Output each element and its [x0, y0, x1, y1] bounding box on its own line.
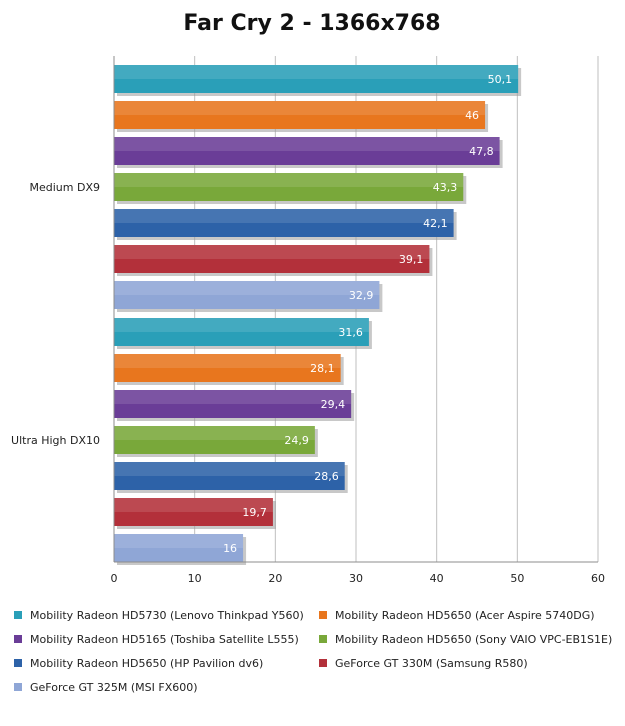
legend-item: GeForce GT 330M (Samsung R580) [319, 654, 528, 672]
bar [114, 426, 315, 454]
category-label: Ultra High DX10 [11, 434, 100, 447]
bar-highlight [114, 318, 369, 332]
legend-label: Mobility Radeon HD5650 (HP Pavilion dv6) [30, 656, 264, 670]
bar-highlight [114, 245, 430, 259]
data-label: 19,7 [242, 506, 267, 519]
legend-item: Mobility Radeon HD5650 (Sony VAIO VPC-EB… [319, 630, 612, 648]
legend-label: Mobility Radeon HD5650 (Acer Aspire 5740… [335, 608, 595, 622]
bar [114, 173, 464, 201]
bar [114, 101, 486, 129]
bar [114, 137, 500, 165]
x-tick-label: 50 [510, 572, 524, 585]
bar-highlight [114, 137, 500, 151]
bar [114, 65, 519, 93]
bar-highlight [114, 209, 454, 223]
legend-item: Mobility Radeon HD5650 (Acer Aspire 5740… [319, 606, 595, 624]
bar-highlight [114, 498, 273, 512]
legend-label: GeForce GT 330M (Samsung R580) [335, 656, 528, 670]
bar [114, 209, 454, 237]
bar [114, 354, 341, 382]
data-label: 42,1 [423, 217, 448, 230]
data-label: 50,1 [488, 73, 513, 86]
data-label: 24,9 [284, 434, 309, 447]
legend-swatch [14, 683, 22, 691]
data-label: 32,9 [349, 289, 374, 302]
legend-swatch [14, 659, 22, 667]
bar [114, 281, 380, 309]
category-label: Medium DX9 [30, 181, 101, 194]
bar [114, 245, 430, 273]
bar-highlight [114, 281, 380, 295]
legend-swatch [319, 659, 327, 667]
data-label: 29,4 [321, 398, 346, 411]
x-tick-label: 60 [591, 572, 605, 585]
bar [114, 462, 345, 490]
legend-label: Mobility Radeon HD5730 (Lenovo Thinkpad … [30, 608, 304, 622]
data-label: 46 [465, 109, 479, 122]
data-label: 28,6 [314, 470, 339, 483]
bar-highlight [114, 354, 341, 368]
legend-swatch [319, 635, 327, 643]
bar [114, 318, 369, 346]
legend-swatch [14, 611, 22, 619]
legend-label: GeForce GT 325M (MSI FX600) [30, 680, 198, 694]
legend-item: Mobility Radeon HD5165 (Toshiba Satellit… [14, 630, 299, 648]
data-label: 39,1 [399, 253, 424, 266]
bar-highlight [114, 65, 519, 79]
x-tick-label: 40 [430, 572, 444, 585]
bar-highlight [114, 426, 315, 440]
bar-highlight [114, 101, 486, 115]
legend-label: Mobility Radeon HD5165 (Toshiba Satellit… [30, 632, 299, 646]
chart-title: Far Cry 2 - 1366x768 [183, 11, 440, 36]
data-label: 43,3 [433, 181, 458, 194]
legend-swatch [14, 635, 22, 643]
bar [114, 534, 244, 562]
data-label: 31,6 [338, 326, 363, 339]
data-label: 16 [223, 542, 237, 555]
data-label: 28,1 [310, 362, 335, 375]
bars: 50,1 46 47,8 43,3 42,1 39,1 32,9 31,6 28,1 29,4 24… [114, 65, 522, 565]
legend-item: Mobility Radeon HD5650 (HP Pavilion dv6) [14, 654, 263, 672]
legend-swatch [319, 611, 327, 619]
axes: 0 10 20 30 40 50 60 Medium DX9 Ultra High DX10 [11, 56, 605, 585]
bar [114, 390, 352, 418]
x-tick-label: 10 [188, 572, 202, 585]
legend-item: GeForce GT 325M (MSI FX600) [14, 678, 198, 696]
legend-item: Mobility Radeon HD5730 (Lenovo Thinkpad … [14, 606, 304, 624]
bar-highlight [114, 462, 345, 476]
x-tick-label: 30 [349, 572, 363, 585]
bar-highlight [114, 534, 244, 548]
bar [114, 498, 273, 526]
bar-highlight [114, 173, 464, 187]
legend-label: Mobility Radeon HD5650 (Sony VAIO VPC-EB… [335, 632, 613, 646]
data-label: 47,8 [469, 145, 494, 158]
x-tick-label: 0 [111, 572, 118, 585]
chart-area: Far Cry 2 - 1366x768 50,1 46 47,8 43,3 42,1 3… [11, 11, 605, 585]
x-tick-label: 20 [268, 572, 282, 585]
bar-highlight [114, 390, 352, 404]
